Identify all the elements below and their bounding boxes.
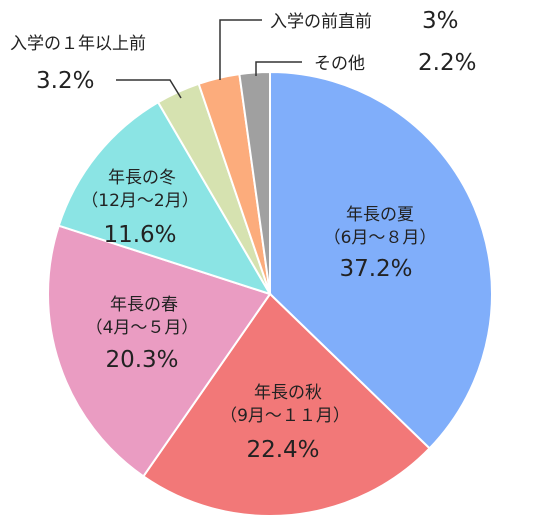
slice-0-label: 年長の夏: [346, 205, 414, 225]
pie-slice-1: [141, 292, 431, 517]
leader-line-4: [116, 79, 182, 99]
pie-slice-0: [269, 70, 493, 450]
slice-6-label: その他: [314, 54, 365, 74]
slice-0-value: 37.2%: [339, 256, 412, 282]
slice-6-value: 2.2%: [418, 50, 476, 76]
slice-0-sub: （6月～８月）: [324, 228, 437, 248]
pie-slice-2: [47, 224, 272, 478]
slice-2-sub: （4月～５月）: [86, 318, 199, 338]
slice-5-value: 3%: [422, 8, 459, 34]
slice-3-value: 11.6%: [103, 222, 176, 248]
slice-2-value: 20.3%: [105, 347, 178, 373]
slice-1-value: 22.4%: [246, 437, 319, 463]
slice-1-label: 年長の秋: [254, 383, 322, 403]
leader-line-5: [219, 19, 262, 80]
pie-slice-6: [238, 70, 271, 295]
slice-3-sub: （12月～2月）: [81, 191, 198, 211]
slice-4-label: 入学の１年以上前: [10, 34, 146, 54]
pie-slices: [47, 70, 493, 517]
slice-2-label: 年長の春: [110, 295, 178, 315]
slice-3-label: 年長の冬: [108, 168, 176, 188]
leader-line-6: [255, 61, 302, 76]
pie-slice-3: [57, 100, 273, 296]
slice-4-value: 3.2%: [36, 68, 94, 94]
slice-1-sub: （9月～１１月）: [220, 406, 350, 426]
slice-5-label: 入学の前直前: [270, 12, 372, 32]
